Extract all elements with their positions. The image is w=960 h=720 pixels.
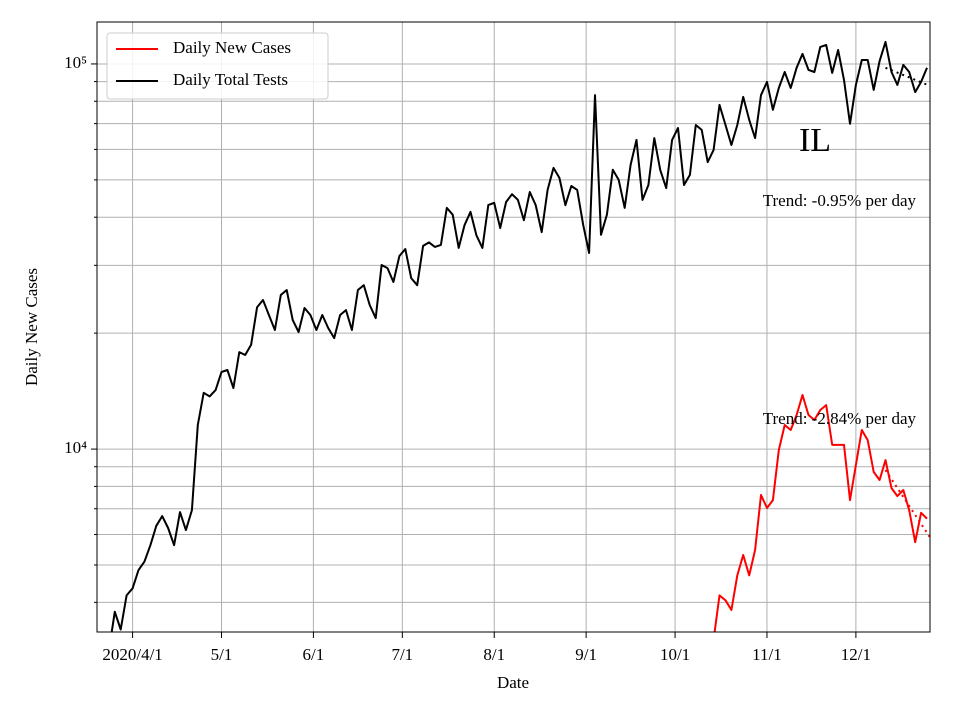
x-tick-label: 9/1 <box>575 645 597 664</box>
trend-label: Trend: -2.84% per day <box>763 409 917 428</box>
data-line <box>713 394 928 632</box>
x-tick-label: 7/1 <box>391 645 413 664</box>
axes: 2020/4/1 5/1 6/1 7/1 8/1 9/1 10/1 11/1 12/1 10⁴ 10… <box>64 53 871 664</box>
x-tick-label: 12/1 <box>841 645 871 664</box>
legend-box <box>106 32 329 100</box>
grid <box>97 22 930 632</box>
x-tick-label: 6/1 <box>303 645 325 664</box>
legend: Daily New Cases Daily Total Tests <box>106 32 329 100</box>
x-tick-label: 10/1 <box>660 645 690 664</box>
x-tick-label: 2020/4/1 <box>102 645 162 664</box>
axes-frame <box>96 21 931 633</box>
x-axis-label: Date <box>497 673 529 692</box>
plot-area <box>110 40 930 632</box>
trend-line <box>884 469 930 538</box>
y-tick-label: 10⁴ <box>64 438 87 457</box>
trend-label: Trend: -0.95% per day <box>763 191 917 210</box>
x-tick-label: 8/1 <box>483 645 505 664</box>
trend-line <box>885 66 930 87</box>
y-tick-label: 10⁵ <box>64 53 87 72</box>
legend-label: Daily New Cases <box>173 38 291 57</box>
legend-label: Daily Total Tests <box>173 70 288 89</box>
x-tick-label: 11/1 <box>752 645 782 664</box>
data-line <box>110 40 928 632</box>
annotation: IL <box>799 122 831 159</box>
x-tick-label: 5/1 <box>211 645 233 664</box>
y-axis-label: Daily New Cases <box>22 268 41 386</box>
